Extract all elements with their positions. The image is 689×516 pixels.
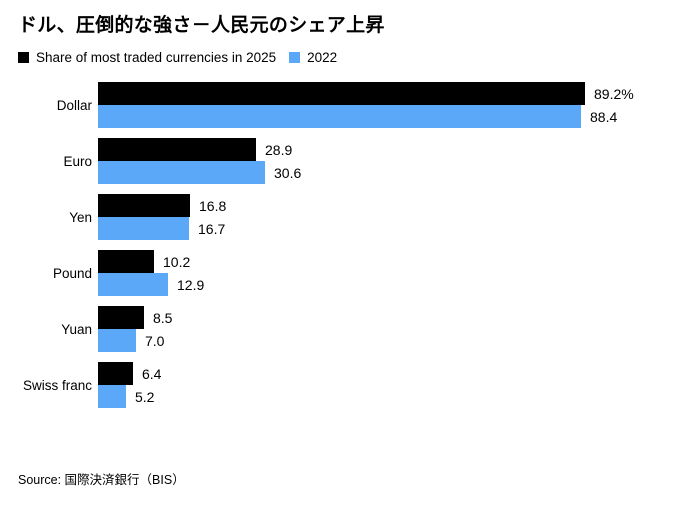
chart-legend: Share of most traded currencies in 2025 …: [18, 50, 337, 65]
legend-swatch-2022-icon: [289, 52, 301, 63]
legend-label-2025: Share of most traded currencies in 2025: [36, 50, 277, 65]
bar-2022: [98, 273, 168, 296]
bar-2025: [98, 362, 133, 385]
category-label: Dollar: [56, 97, 92, 113]
category-label: Euro: [63, 153, 92, 169]
value-label: 5.2: [135, 388, 155, 405]
chart-row: Yen 16.8 16.7: [18, 194, 678, 240]
chart-row: Dollar 89.2% 88.4: [18, 82, 678, 128]
bar-2022: [98, 385, 126, 408]
bar-2022: [98, 105, 581, 128]
category-label: Yen: [69, 209, 92, 225]
value-label: 89.2%: [594, 85, 634, 102]
value-label: 7.0: [145, 332, 165, 349]
value-label: 8.5: [153, 309, 173, 326]
bar-2025: [98, 250, 154, 273]
chart-row: Yuan 8.5 7.0: [18, 306, 678, 352]
bar-group: 6.4 5.2: [98, 362, 678, 408]
bar-group: 16.8 16.7: [98, 194, 678, 240]
bar-line: 16.7: [98, 217, 678, 240]
bar-line: 88.4: [98, 105, 678, 128]
legend-swatch-2025-icon: [18, 52, 29, 63]
bar-2025: [98, 194, 190, 217]
bar-line: 7.0: [98, 329, 678, 352]
category-label: Pound: [52, 265, 92, 281]
bar-line: 5.2: [98, 385, 678, 408]
bar-group: 28.9 30.6: [98, 138, 678, 184]
bar-chart: Dollar 89.2% 88.4 Euro 28.9 30.6 Yen 16.8 16.7 Po…: [18, 82, 678, 418]
value-label: 6.4: [142, 365, 162, 382]
bar-group: 89.2% 88.4: [98, 82, 678, 128]
chart-row: Pound 10.2 12.9: [18, 250, 678, 296]
value-label: 10.2: [163, 253, 191, 270]
chart-title: ドル、圧倒的な強さ－人民元のシェア上昇: [18, 15, 385, 36]
value-label: 30.6: [274, 164, 302, 181]
bar-line: 6.4: [98, 362, 678, 385]
category-label: Yuan: [61, 321, 92, 337]
value-label: 16.7: [198, 220, 226, 237]
bar-2022: [98, 217, 189, 240]
chart-row: Euro 28.9 30.6: [18, 138, 678, 184]
bar-2022: [98, 161, 265, 184]
value-label: 12.9: [177, 276, 205, 293]
bar-group: 10.2 12.9: [98, 250, 678, 296]
bar-2025: [98, 82, 585, 105]
chart-row: Swiss franc 6.4 5.2: [18, 362, 678, 408]
bar-2022: [98, 329, 136, 352]
category-label: Swiss franc: [22, 377, 92, 393]
bar-line: 8.5: [98, 306, 678, 329]
value-label: 28.9: [265, 141, 293, 158]
bar-2025: [98, 306, 144, 329]
legend-label-2022: 2022: [307, 50, 338, 65]
bar-line: 10.2: [98, 250, 678, 273]
bar-line: 30.6: [98, 161, 678, 184]
bar-2025: [98, 138, 256, 161]
value-label: 16.8: [199, 197, 227, 214]
bar-line: 28.9: [98, 138, 678, 161]
legend-item-2022: 2022: [289, 50, 337, 65]
value-label: 88.4: [590, 108, 618, 125]
source-note: Source: 国際決済銀行（BIS）: [18, 473, 185, 487]
bar-line: 12.9: [98, 273, 678, 296]
bar-line: 16.8: [98, 194, 678, 217]
bar-group: 8.5 7.0: [98, 306, 678, 352]
bar-line: 89.2%: [98, 82, 678, 105]
legend-item-2025: Share of most traded currencies in 2025: [18, 50, 276, 65]
